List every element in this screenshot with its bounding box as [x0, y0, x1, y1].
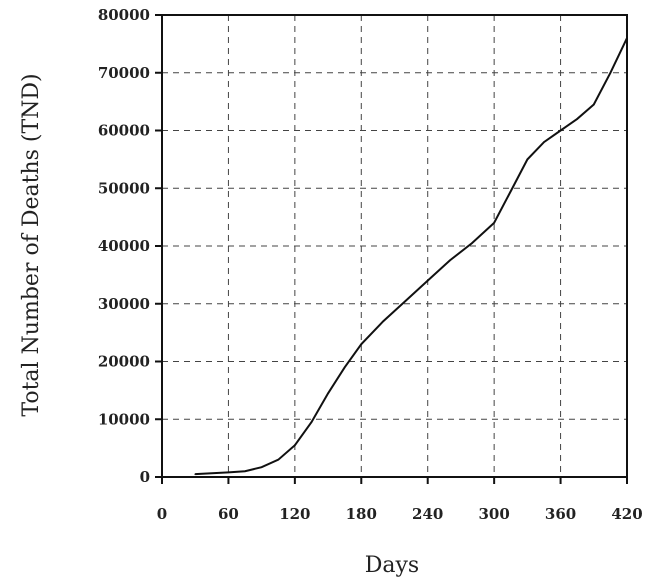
data-point	[526, 158, 529, 161]
y-tick-label: 20000	[98, 353, 150, 371]
data-point	[609, 71, 612, 74]
y-tick-label: 80000	[98, 6, 150, 24]
x-tick-label: 0	[157, 505, 167, 523]
data-point	[592, 103, 595, 106]
x-tick-label: 300	[478, 505, 509, 523]
data-point	[360, 343, 363, 345]
x-tick-label: 360	[545, 505, 576, 523]
data-point	[382, 320, 385, 322]
data-point	[244, 470, 246, 473]
data-point	[294, 444, 296, 447]
x-tick-label: 180	[346, 505, 377, 523]
data-point	[471, 242, 473, 244]
x-tick-label: 420	[611, 505, 642, 523]
data-point	[277, 458, 280, 461]
data-point	[626, 37, 628, 39]
x-axis-title: Days	[365, 553, 419, 578]
y-tick-label: 70000	[98, 64, 150, 82]
y-tick-label: 60000	[98, 122, 150, 140]
data-point	[260, 466, 263, 468]
y-tick-label: 50000	[98, 179, 150, 197]
y-axis-title: Total Number of Deaths (TND)	[19, 73, 44, 416]
data-point	[426, 279, 429, 282]
data-point	[310, 421, 313, 423]
data-point	[343, 366, 346, 369]
y-tick-label: 0	[140, 468, 150, 486]
axis-ticks: 0 60 120 180 240 300 360 420 0 10000 20000 30000 400…	[98, 6, 643, 523]
data-point	[509, 190, 512, 192]
data-point	[493, 222, 495, 224]
grid-lines	[162, 15, 627, 477]
data-point	[227, 471, 230, 474]
series-line-0	[195, 37, 628, 476]
data-point	[576, 118, 578, 120]
data-point	[559, 129, 562, 132]
data-point	[327, 392, 329, 395]
data-point	[449, 259, 451, 262]
x-tick-label: 240	[412, 505, 443, 523]
y-tick-label: 40000	[98, 237, 150, 255]
data-point	[543, 141, 545, 143]
data-point	[194, 473, 197, 475]
x-tick-label: 120	[279, 505, 310, 523]
x-tick-label: 60	[218, 505, 239, 523]
y-tick-label: 30000	[98, 295, 150, 313]
data-point	[404, 300, 407, 302]
series-layer	[194, 37, 628, 476]
y-tick-label: 10000	[98, 410, 150, 428]
